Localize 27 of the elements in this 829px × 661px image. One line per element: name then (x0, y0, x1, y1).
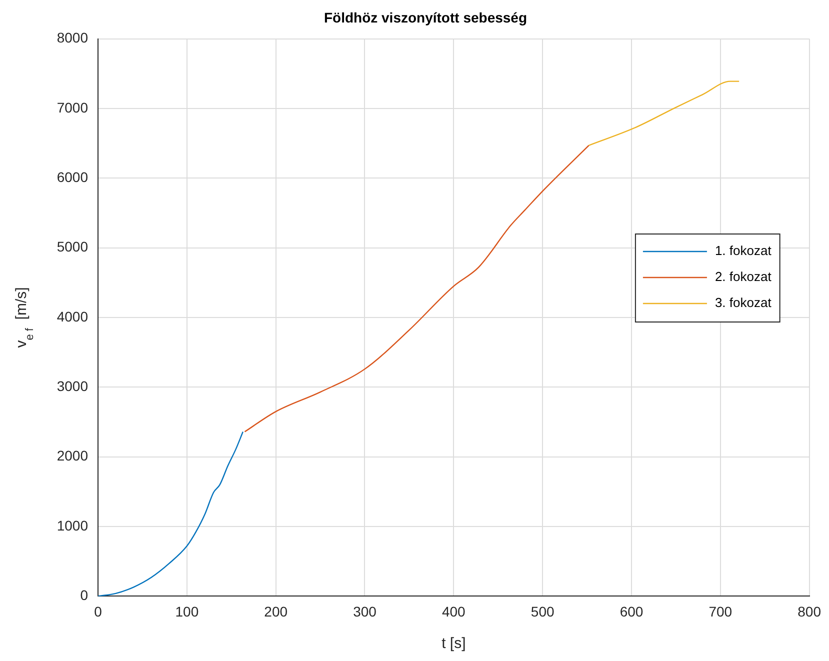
legend-label: 1. fokozat (714, 243, 772, 258)
line-series (588, 80, 740, 146)
y-tick-label: 2000 (56, 448, 88, 464)
y-tick-label: 1000 (56, 517, 88, 534)
x-tick-label: 800 (798, 603, 822, 620)
chart-title: Földhöz viszonyított sebesség (324, 9, 528, 26)
y-tick-label: 8000 (56, 30, 88, 46)
y-axis-title: ve f [m/s] (13, 287, 36, 348)
x-tick-label: 300 (353, 603, 377, 620)
line-series (98, 431, 244, 596)
x-tick-label: 200 (264, 603, 288, 620)
y-tick-label: 4000 (56, 308, 88, 324)
legend-label: 3. fokozat (714, 295, 772, 310)
x-tick-label: 0 (94, 603, 102, 620)
x-tick-label: 400 (442, 603, 466, 620)
y-tick-label: 7000 (56, 99, 88, 116)
x-tick-label: 100 (175, 603, 199, 620)
x-tick-label: 600 (620, 603, 644, 620)
y-tick-label: 3000 (56, 378, 88, 394)
y-tick-label: 5000 (56, 238, 88, 255)
y-tick-label: 0 (80, 587, 88, 604)
line-series (244, 144, 590, 432)
y-tick-label: 6000 (56, 169, 88, 186)
x-tick-label: 500 (530, 603, 554, 620)
legend-label: 2. fokozat (714, 269, 772, 284)
x-tick-label: 700 (708, 603, 732, 620)
x-axis-title: t [s] (442, 635, 466, 652)
